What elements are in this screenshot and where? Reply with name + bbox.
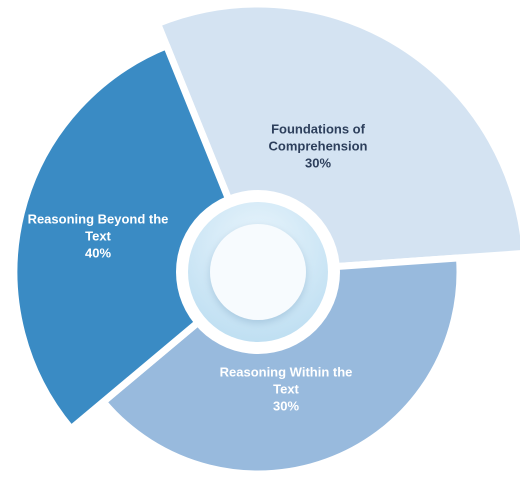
value-label: 40% — [84, 245, 112, 261]
wedge-label: Foundations of Comprehension 30% — [243, 121, 393, 172]
wedge-label: Reasoning Beyond the Text 40% — [23, 211, 173, 262]
value-label: 30% — [304, 155, 332, 171]
category-name: Reasoning Within the Text — [219, 364, 353, 397]
category-name: Foundations of Comprehension — [268, 121, 368, 154]
category-name: Reasoning Beyond the Text — [27, 211, 169, 244]
pie-wedge — [10, 42, 262, 433]
wedge-label: Reasoning Within the Text 30% — [211, 364, 361, 415]
value-label: 30% — [272, 398, 300, 414]
pie-wedge — [99, 254, 464, 478]
hole-center — [210, 224, 306, 320]
